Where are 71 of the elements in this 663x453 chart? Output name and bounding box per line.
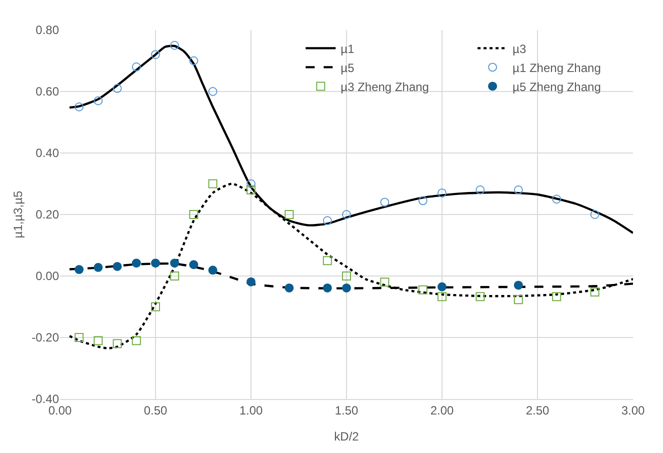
point (552, 194, 562, 204)
point (418, 285, 428, 294)
point (94, 96, 103, 106)
legend-label: µ3 Zheng Zhang (340, 80, 429, 94)
point (342, 283, 351, 292)
point (112, 84, 122, 93)
point (170, 272, 180, 280)
point (380, 198, 390, 207)
point (322, 283, 332, 292)
point (246, 179, 256, 188)
point (74, 265, 84, 274)
point (380, 278, 390, 287)
point (342, 272, 351, 280)
point (208, 87, 218, 96)
point (322, 256, 332, 266)
point (151, 50, 160, 60)
y-tick-label: -0.20 (32, 330, 60, 345)
point (590, 287, 600, 296)
point (342, 210, 351, 219)
y-axis-title: µ1,µ3,µ5 (10, 190, 25, 238)
x-tick-label: 3.00 (621, 403, 645, 418)
point (476, 292, 485, 302)
point (208, 179, 218, 188)
point (438, 282, 446, 292)
legend-label: µ3 (512, 42, 526, 56)
point (284, 283, 294, 292)
x-tick-label: 1.50 (334, 403, 358, 418)
point (132, 336, 141, 346)
point (284, 210, 294, 219)
point (246, 185, 256, 194)
point (132, 62, 141, 72)
point (514, 185, 523, 194)
y-tick-label: 0.20 (36, 208, 60, 222)
point (74, 102, 84, 112)
point (514, 295, 523, 304)
point (151, 258, 160, 268)
y-tick-label: 0.40 (36, 146, 60, 160)
point (170, 40, 180, 50)
point (552, 292, 562, 302)
x-tick-label: 2.50 (526, 403, 550, 418)
point (189, 260, 198, 270)
point (418, 196, 428, 206)
x-tick-label: 1.00 (239, 403, 263, 418)
point (189, 210, 198, 219)
point (112, 339, 122, 348)
point (322, 216, 332, 226)
point (189, 56, 198, 66)
point (476, 185, 485, 194)
legend-label: µ1 (340, 42, 355, 56)
x-tick-label: 0.50 (144, 403, 168, 418)
point (94, 336, 103, 346)
point (151, 302, 160, 312)
legend-label: µ5 (340, 60, 355, 75)
point (170, 258, 180, 268)
point (438, 292, 446, 302)
point (132, 258, 141, 268)
point (74, 333, 84, 342)
point (246, 277, 256, 286)
point (94, 262, 103, 272)
x-axis-title: kD/2 (334, 429, 360, 444)
point (514, 280, 523, 290)
y-tick-label: 0.80 (36, 23, 60, 38)
point (112, 262, 122, 271)
legend-label: µ5 Zheng Zhang (512, 80, 601, 94)
y-tick-label: 0.00 (36, 269, 60, 284)
x-tick-label: 2.00 (430, 403, 454, 418)
point (208, 266, 218, 275)
legend-label: µ1 Zheng Zhang (512, 60, 601, 75)
point (438, 188, 446, 198)
y-tick-label: 0.60 (36, 84, 60, 99)
point (590, 210, 600, 219)
